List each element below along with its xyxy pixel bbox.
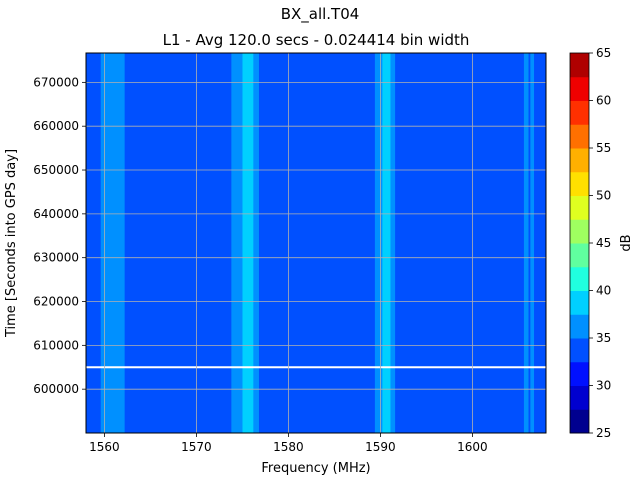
y-tick-label: 660000 <box>33 119 79 133</box>
y-tick-label: 650000 <box>33 163 79 177</box>
colorbar-segment <box>570 171 589 196</box>
x-tick-label: 1600 <box>457 440 488 454</box>
colorbar-tick-label: 35 <box>596 331 611 345</box>
x-tick-label: 1580 <box>273 440 304 454</box>
chart-subtitle: L1 - Avg 120.0 secs - 0.024414 bin width <box>163 31 470 49</box>
colorbar-tick-label: 60 <box>596 94 611 108</box>
signal-band <box>530 53 535 433</box>
y-tick-label: 620000 <box>33 295 79 309</box>
colorbar-segment <box>570 100 589 125</box>
colorbar <box>569 52 590 434</box>
grid-lines <box>86 53 546 433</box>
colorbar-segment <box>570 243 589 268</box>
colorbar-segment <box>570 385 589 410</box>
colorbar-tick-label: 50 <box>596 189 611 203</box>
colorbar-segment <box>570 219 589 244</box>
colorbar-segment <box>570 266 589 291</box>
signal-band <box>100 53 125 433</box>
y-tick-label: 630000 <box>33 251 79 265</box>
heatmap-background <box>86 53 546 433</box>
colorbar-tick-label: 65 <box>596 46 611 60</box>
signal-band <box>231 53 243 433</box>
colorbar-segment <box>570 53 589 78</box>
signal-band <box>242 53 254 433</box>
colorbar-tick-label: 25 <box>596 426 611 440</box>
chart-title: BX_all.T04 <box>281 5 360 24</box>
colorbar-segment <box>570 338 589 363</box>
signal-band <box>382 53 391 433</box>
y-tick-label: 670000 <box>33 75 79 89</box>
colorbar-tick-label: 40 <box>596 284 611 298</box>
y-axis: 600000 610000 620000 630000 640000 650000 6600… <box>33 75 86 396</box>
colorbar-segment <box>570 290 589 315</box>
y-tick-label: 600000 <box>33 382 79 396</box>
signal-band <box>390 53 396 433</box>
x-tick-label: 1590 <box>365 440 396 454</box>
signal-band <box>253 53 259 433</box>
y-tick-label: 640000 <box>33 207 79 221</box>
plot-area <box>86 53 546 433</box>
colorbar-tick-label: 55 <box>596 141 611 155</box>
y-tick-label: 610000 <box>33 338 79 352</box>
colorbar-segment <box>570 361 589 386</box>
x-axis-label: Frequency (MHz) <box>261 461 370 476</box>
colorbar-segment <box>570 314 589 339</box>
colorbar-tick-label: 45 <box>596 236 611 250</box>
signal-band <box>374 53 383 433</box>
colorbar-segment <box>570 195 589 220</box>
colorbar-label: dB <box>619 234 634 251</box>
y-axis-label: Time [Seconds into GPS day] <box>4 149 19 338</box>
x-axis: 1560 1570 1580 1590 1600 <box>89 433 488 454</box>
data-gap-line <box>86 366 546 369</box>
colorbar-segment <box>570 76 589 101</box>
colorbar-segment <box>570 409 589 434</box>
plot-frame <box>85 52 547 434</box>
x-tick-label: 1570 <box>181 440 212 454</box>
colorbar-ticks: 25 30 35 40 45 50 55 60 65 <box>589 46 611 440</box>
signal-band <box>523 53 529 433</box>
colorbar-segment <box>570 124 589 149</box>
colorbar-tick-label: 30 <box>596 379 611 393</box>
colorbar-segment <box>570 148 589 173</box>
x-tick-label: 1560 <box>89 440 120 454</box>
